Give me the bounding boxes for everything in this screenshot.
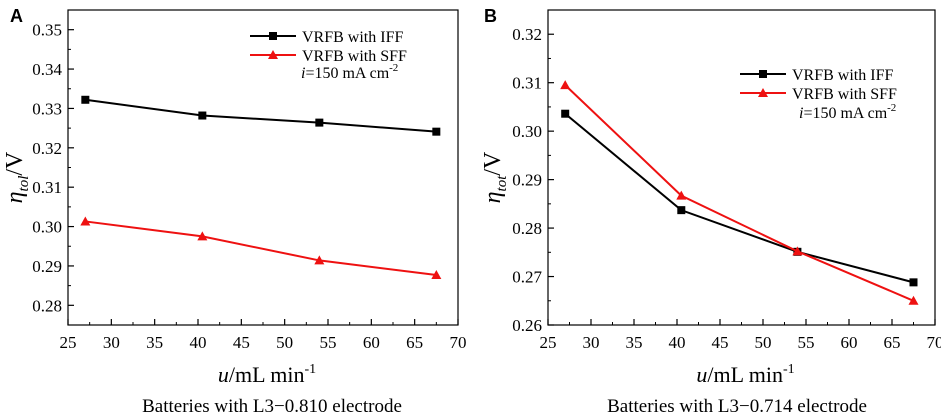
annotation-value: =150 mA cm xyxy=(305,65,389,82)
annotation-value: =150 mA cm xyxy=(803,105,887,122)
x-axis-unit: /mL min xyxy=(229,362,305,387)
x-axis-label: u/mL min-1 xyxy=(696,362,794,387)
x-tick-label: 25 xyxy=(540,333,557,352)
x-axis-superscript: -1 xyxy=(783,362,795,377)
y-tick-label: 0.30 xyxy=(32,218,62,237)
y-axis-unit: /V xyxy=(480,151,506,176)
current-density-annotation: i=150 mA cm-2 xyxy=(799,102,896,122)
x-tick-label: 30 xyxy=(583,333,600,352)
data-point-sff xyxy=(197,231,208,241)
x-tick-label: 30 xyxy=(103,333,120,352)
y-axis-subscript: tol xyxy=(16,176,32,192)
data-point-iff xyxy=(198,111,207,120)
x-tick-label: 55 xyxy=(798,333,815,352)
y-tick-label: 0.29 xyxy=(32,257,62,276)
x-tick-label: 25 xyxy=(60,333,77,352)
x-tick-label: 45 xyxy=(233,333,250,352)
y-tick-label: 0.32 xyxy=(512,25,542,44)
x-axis-unit: /mL min xyxy=(707,362,783,387)
data-point-iff xyxy=(561,109,570,118)
legend-marker-triangle xyxy=(758,88,768,97)
series-line-sff xyxy=(85,220,437,276)
current-density-annotation: i=150 mA cm-2 xyxy=(301,62,398,82)
x-tick-label: 60 xyxy=(363,333,380,352)
y-axis-label: ηtol/V xyxy=(2,151,32,203)
series-line-iff xyxy=(564,112,914,284)
y-tick-label: 0.27 xyxy=(512,268,542,287)
chart-panel-b: 25 30 35 40 45 50 55 60 65 70 0.26 0.27 0.28 0.29 0.30… xyxy=(480,6,941,415)
data-point-iff xyxy=(315,118,324,127)
x-tick-label: 40 xyxy=(190,333,207,352)
legend-marker-square xyxy=(759,70,767,78)
legend-label: VRFB with SFF xyxy=(302,48,407,65)
annotation-superscript: -2 xyxy=(389,62,398,74)
y-axis-unit: /V xyxy=(2,151,28,176)
y-tick-label: 0.30 xyxy=(512,122,542,141)
plot-frame xyxy=(547,9,936,326)
annotation-symbol: i xyxy=(799,105,803,122)
x-tick-label: 60 xyxy=(841,333,858,352)
x-tick-label: 50 xyxy=(755,333,772,352)
data-point-iff xyxy=(909,278,918,287)
y-axis-symbol: η xyxy=(480,191,506,203)
data-point-sff xyxy=(431,269,442,279)
data-point-sff xyxy=(80,216,91,226)
annotation-superscript: -2 xyxy=(887,102,896,114)
x-tick-label: 55 xyxy=(320,333,337,352)
y-tick-label: 0.28 xyxy=(32,296,62,315)
panel-label: B xyxy=(484,6,497,26)
x-axis-symbol: u xyxy=(696,362,707,387)
panel-label: A xyxy=(10,6,23,26)
legend-label: VRFB with IFF xyxy=(302,29,403,46)
panel-caption: Batteries with L3−0.810 electrode xyxy=(142,396,402,415)
series-line-iff xyxy=(85,98,437,133)
data-point-sff xyxy=(560,80,571,90)
y-tick-label: 0.32 xyxy=(32,139,62,158)
y-axis-symbol: η xyxy=(2,191,28,203)
panel-caption: Batteries with L3−0.714 electrode xyxy=(607,396,867,415)
x-tick-label: 35 xyxy=(146,333,163,352)
data-point-iff xyxy=(432,127,441,136)
x-tick-label: 40 xyxy=(669,333,686,352)
x-tick-label: 70 xyxy=(927,333,941,352)
y-tick-label: 0.26 xyxy=(512,316,542,335)
x-axis-superscript: -1 xyxy=(304,362,316,377)
x-axis-symbol: u xyxy=(218,362,229,387)
legend-marker-square xyxy=(269,32,277,40)
chart-panel-a: 25 30 35 40 45 50 55 60 65 70 0.28 0.29 0.30 0.31 0.32… xyxy=(2,6,467,415)
y-tick-label: 0.33 xyxy=(32,99,62,118)
x-tick-label: 35 xyxy=(626,333,643,352)
y-axis-label: ηtot/V xyxy=(480,151,510,203)
data-point-sff xyxy=(792,246,803,256)
x-tick-label: 45 xyxy=(712,333,729,352)
annotation-symbol: i xyxy=(301,65,305,82)
x-tick-label: 70 xyxy=(450,333,467,352)
x-tick-label: 65 xyxy=(884,333,901,352)
series-line-sff xyxy=(564,84,914,302)
x-tick-label: 50 xyxy=(276,333,293,352)
legend-marker-triangle xyxy=(268,50,278,59)
legend-label: VRFB with IFF xyxy=(792,67,893,84)
y-tick-label: 0.28 xyxy=(512,219,542,238)
y-axis-subscript: tot xyxy=(494,175,510,192)
y-tick-label: 0.31 xyxy=(512,74,542,93)
data-point-sff xyxy=(908,295,919,305)
x-axis-label: u/mL min-1 xyxy=(218,362,316,387)
y-tick-label: 0.29 xyxy=(512,171,542,190)
data-point-sff xyxy=(676,190,687,200)
x-tick-label: 65 xyxy=(406,333,423,352)
y-tick-label: 0.35 xyxy=(32,21,62,40)
legend-label: VRFB with SFF xyxy=(792,86,897,103)
y-tick-label: 0.31 xyxy=(32,178,62,197)
data-point-sff xyxy=(314,255,325,265)
y-tick-label: 0.34 xyxy=(32,60,62,79)
data-point-iff xyxy=(81,95,90,104)
data-point-iff xyxy=(677,206,686,215)
